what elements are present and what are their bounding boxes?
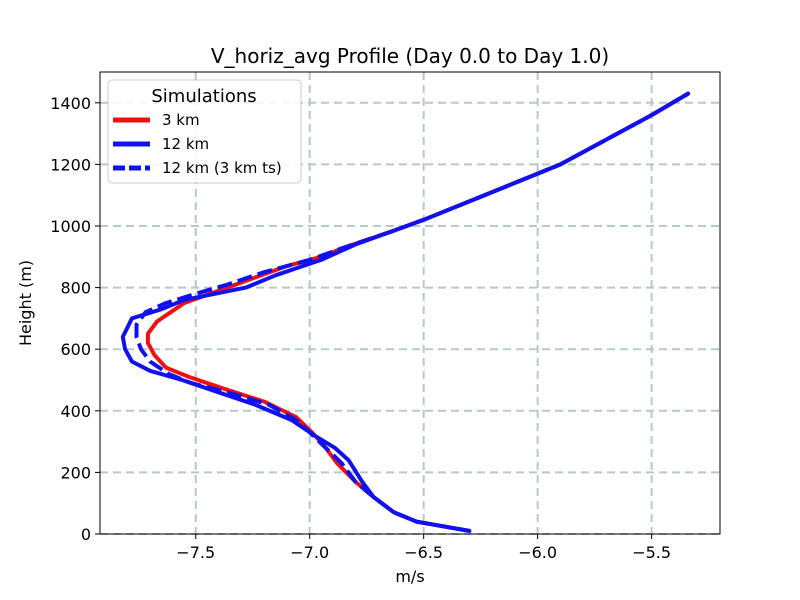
plot-frame xyxy=(99,71,721,535)
x-tick-label: −5.5 xyxy=(632,543,671,562)
x-tick-label: −6.5 xyxy=(404,543,443,562)
x-axis-label: m/s xyxy=(395,567,424,586)
legend-box xyxy=(107,79,302,184)
y-tick-label: 1000 xyxy=(50,217,91,236)
legend-label: 12 km xyxy=(162,135,209,153)
legend-entries: 3 km 12 km 12 km (3 km ts) xyxy=(113,111,282,177)
legend: Simulations 3 km 12 km 12 km (3 km ts) xyxy=(107,79,302,184)
y-tick-label: 800 xyxy=(60,279,91,298)
chart-title: V_horiz_avg Profile (Day 0.0 to Day 1.0) xyxy=(211,44,609,68)
x-tick-label: −7.5 xyxy=(176,543,215,562)
series-lines xyxy=(120,91,691,533)
series-line-3 xyxy=(134,91,690,533)
legend-label: 12 km (3 km ts) xyxy=(162,159,282,177)
x-axis-ticks: −7.5 −7.0 −6.5 −6.0 −5.5 xyxy=(176,534,671,562)
x-tick-label: −7.0 xyxy=(290,543,329,562)
y-tick-label: 0 xyxy=(81,525,91,544)
legend-title: Simulations xyxy=(151,86,256,107)
y-axis-ticks: 0 200 400 600 800 1000 1200 1400 xyxy=(50,94,100,544)
y-tick-label: 200 xyxy=(60,463,91,482)
y-axis-label: Height (m) xyxy=(16,260,35,346)
legend-label: 3 km xyxy=(162,111,200,129)
y-tick-label: 1200 xyxy=(50,155,91,174)
y-tick-label: 400 xyxy=(60,402,91,421)
grid-lines xyxy=(100,72,720,535)
y-tick-label: 600 xyxy=(60,340,91,359)
y-tick-label: 1400 xyxy=(50,94,91,113)
x-tick-label: −6.0 xyxy=(518,543,557,562)
